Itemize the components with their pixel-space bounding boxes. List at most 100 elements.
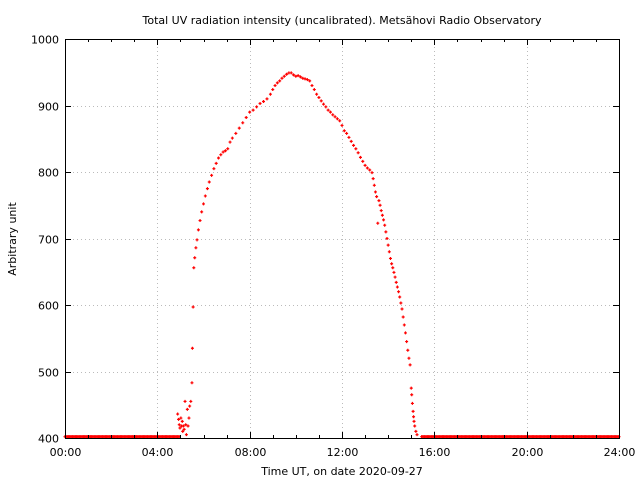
- data-point: [195, 238, 199, 242]
- data-point: [198, 219, 202, 223]
- data-point: [280, 76, 284, 80]
- data-point: [410, 393, 414, 397]
- data-point: [393, 275, 397, 279]
- data-point: [342, 129, 346, 133]
- data-point: [312, 88, 316, 92]
- data-point: [268, 92, 272, 96]
- data-point: [408, 363, 412, 367]
- data-point: [214, 161, 218, 165]
- data-point: [289, 71, 293, 75]
- y-tick-label-4: 800: [38, 167, 59, 180]
- data-point: [413, 424, 417, 428]
- y-tick-label-2: 600: [38, 300, 59, 313]
- data-point: [234, 131, 238, 135]
- data-point: [386, 243, 390, 247]
- data-point: [191, 305, 195, 309]
- data-point: [186, 424, 190, 428]
- data-point: [405, 340, 409, 344]
- data-point: [363, 163, 367, 167]
- x-tick-label-0: 00:00: [50, 446, 82, 459]
- data-point: [395, 285, 399, 289]
- data-point: [193, 256, 197, 260]
- data-point: [376, 221, 380, 225]
- data-point: [179, 416, 183, 420]
- data-point: [226, 147, 230, 151]
- data-point: [370, 171, 374, 175]
- data-point: [237, 126, 241, 130]
- data-point: [271, 88, 275, 92]
- x-tick-label-3: 12:00: [327, 446, 359, 459]
- data-point: [401, 315, 405, 319]
- data-point: [248, 110, 252, 114]
- data-point: [183, 399, 187, 403]
- data-point: [335, 117, 339, 121]
- data-point: [402, 323, 406, 327]
- data-point: [352, 143, 356, 147]
- data-point: [180, 419, 184, 423]
- data-point: [387, 250, 391, 254]
- data-point: [326, 108, 330, 112]
- x-tick-label-4: 16:00: [419, 446, 451, 459]
- y-tick-label-5: 900: [38, 101, 59, 114]
- data-point: [373, 190, 377, 194]
- data-point: [340, 123, 344, 127]
- data-point: [189, 399, 193, 403]
- data-point: [368, 168, 372, 172]
- data-point: [184, 433, 188, 437]
- data-point: [184, 423, 188, 427]
- data-point: [384, 230, 388, 234]
- data-point: [244, 115, 248, 119]
- data-point: [310, 84, 314, 88]
- data-point: [296, 74, 300, 78]
- data-point: [205, 187, 209, 191]
- data-point: [398, 295, 402, 299]
- chart-title: Total UV radiation intensity (uncalibrat…: [142, 14, 542, 27]
- data-point: [377, 199, 381, 203]
- data-point: [394, 280, 398, 284]
- x-tick-label-5: 20:00: [512, 446, 544, 459]
- data-point: [399, 301, 403, 305]
- data-point: [178, 426, 182, 430]
- data-point: [202, 202, 205, 206]
- data-point: [347, 135, 351, 139]
- data-point: [403, 331, 407, 335]
- data-point: [230, 136, 234, 140]
- data-point: [292, 73, 296, 77]
- data-point: [308, 79, 312, 83]
- data-point: [345, 131, 349, 135]
- data-point: [223, 149, 227, 153]
- data-point: [282, 74, 286, 78]
- data-point: [305, 78, 309, 82]
- data-point: [273, 84, 277, 88]
- data-point: [411, 409, 415, 413]
- data-point: [414, 429, 418, 433]
- data-point: [190, 381, 194, 385]
- axis-ticks: 00:00 04:00 08:00 12:00 16:00 20:00 24:00 400 50…: [31, 34, 635, 460]
- y-tick-label-6: 1000: [31, 34, 59, 47]
- data-point: [407, 356, 411, 360]
- data-point: [319, 99, 323, 103]
- data-point: [176, 412, 180, 416]
- data-point: [194, 246, 198, 250]
- data-point: [328, 110, 332, 114]
- data-point: [383, 223, 387, 227]
- data-point: [392, 270, 396, 274]
- data-point: [412, 415, 416, 419]
- data-point: [298, 75, 302, 79]
- data-markers: [63, 71, 621, 439]
- data-point: [390, 262, 394, 266]
- data-point: [181, 429, 185, 433]
- data-point: [228, 140, 232, 144]
- data-point: [400, 307, 404, 311]
- data-point: [182, 427, 186, 431]
- y-tick-label-1: 500: [38, 367, 59, 380]
- data-point: [265, 97, 269, 101]
- data-point: [375, 195, 379, 199]
- y-tick-label-0: 400: [38, 433, 59, 446]
- data-point: [221, 150, 225, 154]
- data-point: [219, 153, 223, 157]
- data-point: [212, 167, 216, 171]
- data-point: [251, 108, 255, 112]
- data-point: [331, 113, 335, 117]
